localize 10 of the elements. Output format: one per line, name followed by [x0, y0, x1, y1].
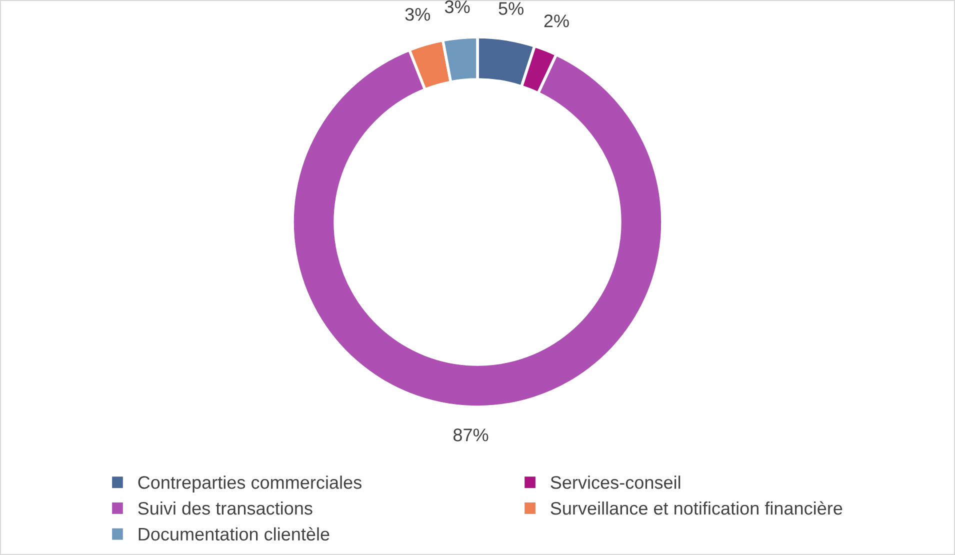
legend-label: Contreparties commerciales [138, 476, 362, 492]
legend-label: Documentation clientèle [138, 527, 330, 541]
legend-label: Services-conseil [550, 476, 680, 489]
data-label: 87% [453, 428, 488, 442]
legend-label: Surveillance et notification financière [550, 501, 842, 515]
data-label: 3% [444, 0, 470, 14]
data-label: 2% [544, 14, 569, 28]
data-label: 5% [498, 2, 524, 15]
data-label: 3% [405, 8, 430, 21]
legend-label: Suivi des transactions [138, 501, 312, 515]
